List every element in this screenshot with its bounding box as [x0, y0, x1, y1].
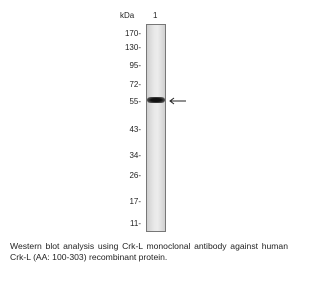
marker-label: 130- [101, 43, 141, 53]
arrow [168, 96, 188, 106]
marker-label: 17- [101, 197, 141, 207]
marker-label: 43- [101, 125, 141, 135]
marker-label: 11- [101, 219, 141, 229]
unit-label: kDa [120, 11, 134, 20]
blot-lane [146, 24, 166, 232]
caption: Western blot analysis using Crk-L monocl… [10, 241, 288, 262]
page: kDa 1 170- 130- 95- 72- 55- 43- 34- 26- 17- 11- W… [0, 0, 294, 284]
lane-label: 1 [153, 11, 157, 20]
marker-label: 34- [101, 151, 141, 161]
marker-label: 72- [101, 80, 141, 90]
band [147, 97, 165, 103]
marker-label: 95- [101, 61, 141, 71]
marker-label: 170- [101, 29, 141, 39]
marker-label: 26- [101, 171, 141, 181]
marker-label: 55- [101, 97, 141, 107]
